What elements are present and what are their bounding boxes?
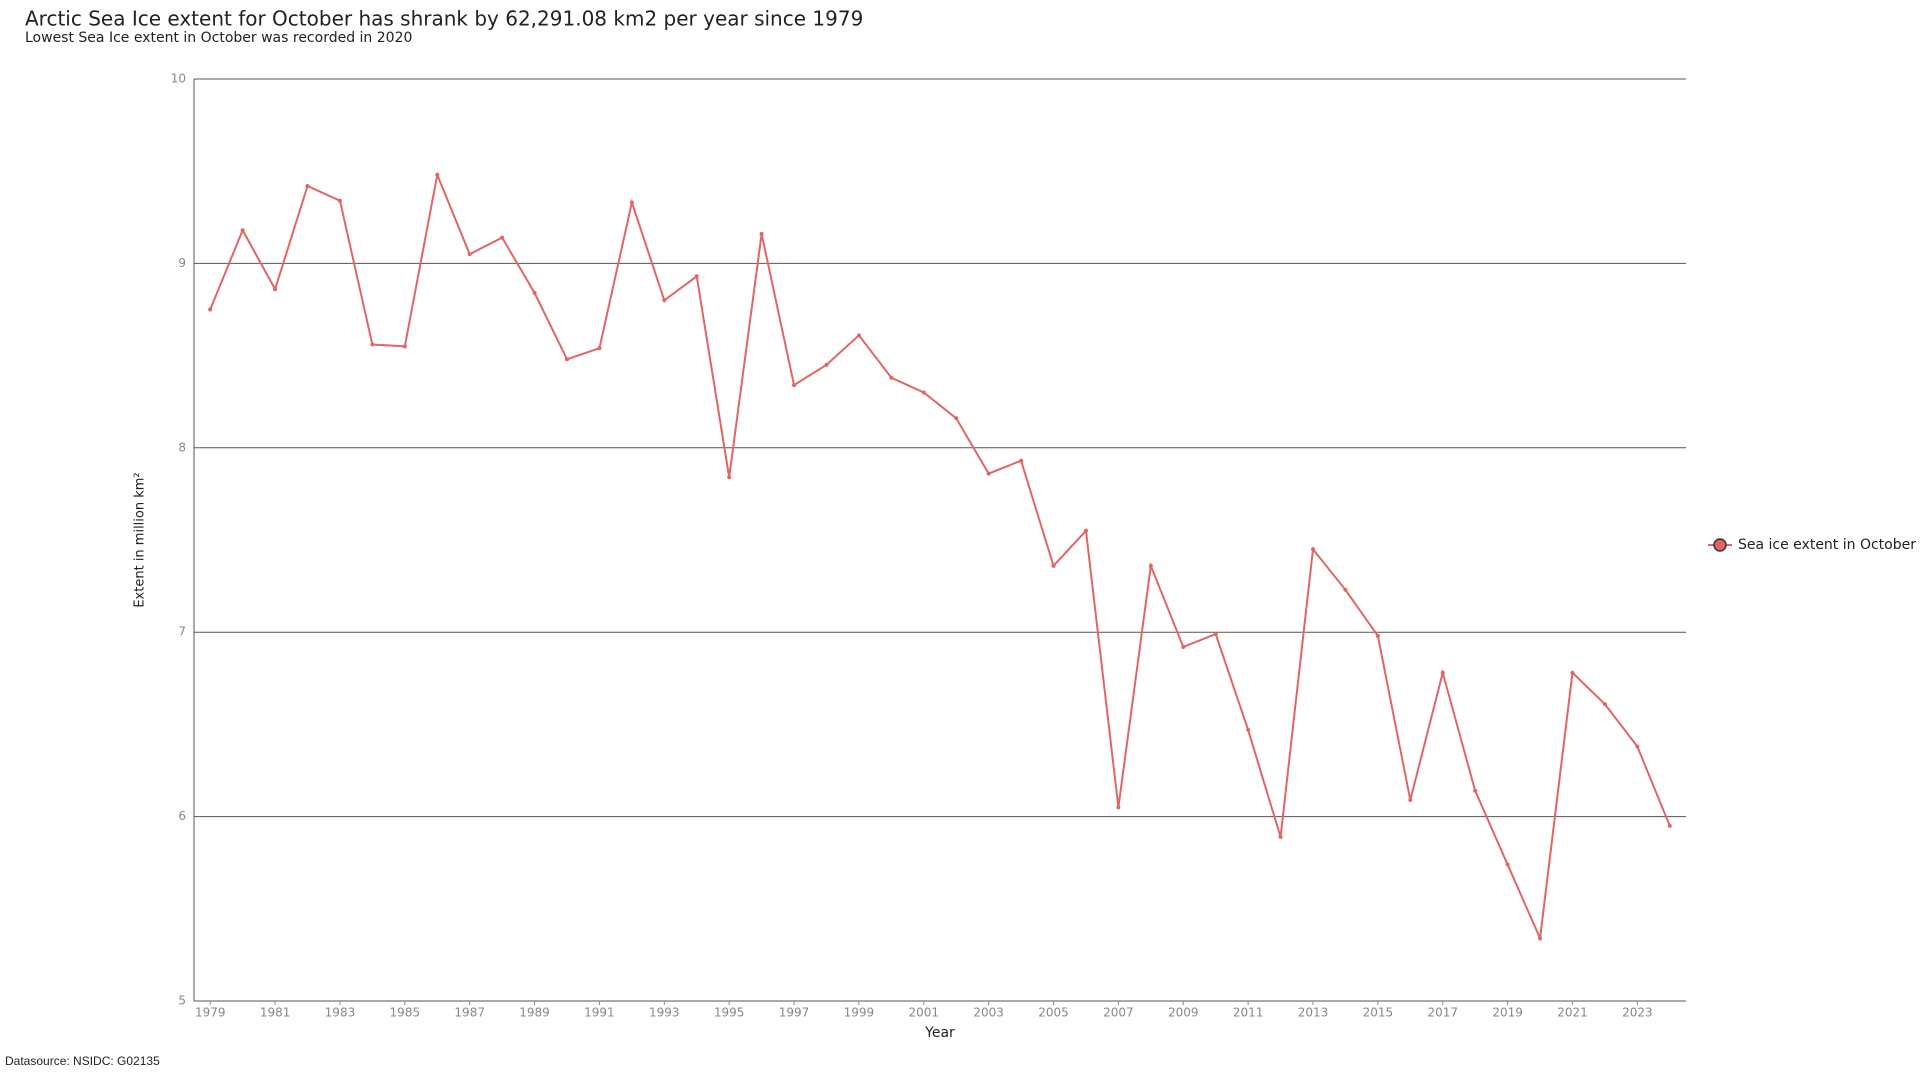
data-point <box>1116 805 1121 810</box>
chart-title: Arctic Sea Ice extent for October has sh… <box>25 7 863 31</box>
data-point <box>1213 632 1218 637</box>
x-tick-label: 2001 <box>909 1006 940 1020</box>
legend-label: Sea ice extent in October <box>1738 537 1916 553</box>
x-tick-label: 1999 <box>844 1006 875 1020</box>
y-tick-label: 10 <box>171 72 186 86</box>
x-tick-label: 1985 <box>390 1006 421 1020</box>
data-point <box>662 298 667 303</box>
x-tick-label: 1983 <box>325 1006 356 1020</box>
x-tick-label: 2005 <box>1038 1006 1069 1020</box>
x-tick-label: 1997 <box>779 1006 810 1020</box>
data-point <box>1246 727 1251 732</box>
data-point <box>208 307 213 312</box>
y-tick-label: 6 <box>178 809 186 823</box>
data-point <box>435 172 440 177</box>
data-point <box>629 200 634 205</box>
data-point <box>1473 788 1478 793</box>
data-point <box>305 183 310 188</box>
data-point <box>694 274 699 279</box>
data-point <box>500 235 505 240</box>
data-point <box>467 252 472 257</box>
data-point <box>1375 633 1380 638</box>
x-tick-label: 2023 <box>1622 1006 1653 1020</box>
data-point <box>402 344 407 349</box>
data-point <box>889 375 894 380</box>
x-tick-label: 1987 <box>454 1006 485 1020</box>
data-point <box>1570 670 1575 675</box>
y-tick-label: 8 <box>178 440 186 454</box>
x-tick-label: 1991 <box>584 1006 615 1020</box>
chart-subtitle: Lowest Sea Ice extent in October was rec… <box>25 30 412 46</box>
data-point <box>337 198 342 203</box>
data-point <box>1051 563 1056 568</box>
data-point <box>370 342 375 347</box>
data-point <box>1602 702 1607 707</box>
x-tick-label: 2009 <box>1168 1006 1199 1020</box>
y-axis-label: Extent in million km² <box>133 472 148 607</box>
x-tick-label: 2017 <box>1427 1006 1458 1020</box>
data-point <box>1408 798 1413 803</box>
y-tick-label: 9 <box>178 256 186 270</box>
x-tick-label: 2003 <box>973 1006 1004 1020</box>
data-point <box>1538 936 1543 941</box>
x-tick-label: 1989 <box>519 1006 550 1020</box>
data-point <box>1083 528 1088 533</box>
data-point <box>824 362 829 367</box>
data-point <box>792 383 797 388</box>
x-tick-label: 2011 <box>1233 1006 1264 1020</box>
y-tick-label: 5 <box>178 994 186 1008</box>
legend-marker <box>1713 538 1727 552</box>
x-tick-label: 2019 <box>1492 1006 1523 1020</box>
data-point <box>1667 823 1672 828</box>
data-point <box>565 357 569 362</box>
x-tick-label: 2021 <box>1557 1006 1588 1020</box>
data-point <box>1505 862 1510 867</box>
data-point <box>986 471 991 476</box>
x-tick-label: 2013 <box>1298 1006 1329 1020</box>
x-axis-label: Year <box>924 1025 955 1041</box>
x-tick-label: 2015 <box>1363 1006 1394 1020</box>
data-point <box>597 346 602 351</box>
data-point <box>1019 458 1024 463</box>
data-point <box>1278 834 1283 839</box>
data-point <box>727 475 732 480</box>
x-tick-label: 1995 <box>714 1006 745 1020</box>
source-note: Datasource: NSIDC: G02135 <box>5 1054 160 1068</box>
data-point <box>1181 644 1186 649</box>
x-tick-label: 1981 <box>260 1006 291 1020</box>
x-tick-label: 1993 <box>649 1006 680 1020</box>
data-point <box>1440 670 1445 675</box>
x-tick-label: 2007 <box>1103 1006 1134 1020</box>
series-line <box>209 171 1671 943</box>
data-point <box>856 333 861 338</box>
data-point <box>1635 744 1640 749</box>
data-point <box>1311 547 1315 552</box>
x-tick-label: 1979 <box>195 1006 226 1020</box>
y-tick-label: 7 <box>178 625 186 639</box>
data-point <box>240 228 245 233</box>
data-point <box>532 290 537 295</box>
data-point <box>1148 563 1153 568</box>
data-point <box>1343 587 1348 592</box>
data-point <box>921 390 926 395</box>
data-point <box>954 416 959 421</box>
data-point <box>759 231 764 236</box>
data-point <box>273 287 278 292</box>
